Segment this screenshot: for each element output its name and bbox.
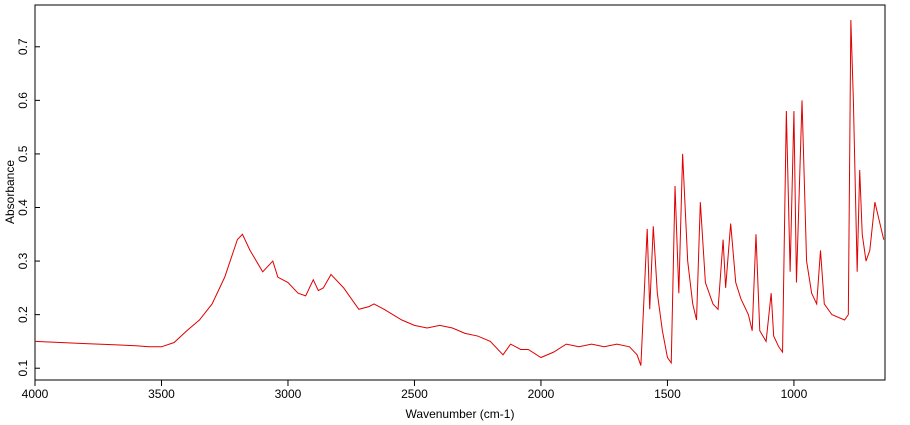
y-tick-label: 0.2 (16, 306, 30, 323)
x-axis-label: Wavenumber (cm-1) (406, 407, 515, 421)
y-axis-label: Absorbance (3, 160, 17, 224)
plot-frame (34, 4, 886, 381)
spectrum-line (34, 19, 885, 366)
x-tick-label: 3500 (148, 387, 175, 401)
x-tick-label: 4000 (22, 387, 49, 401)
y-tick-label: 0.4 (16, 199, 30, 216)
y-tick-label: 0.7 (16, 38, 30, 55)
x-tick-label: 2000 (528, 387, 555, 401)
x-tick-label: 1000 (781, 387, 808, 401)
x-tick-label: 2500 (401, 387, 428, 401)
y-tick-label: 0.3 (16, 252, 30, 269)
y-tick-label: 0.6 (16, 92, 30, 109)
x-tick-label: 3000 (275, 387, 302, 401)
y-tick-label: 0.5 (16, 145, 30, 162)
y-tick-label: 0.1 (16, 360, 30, 377)
x-tick-label: 1500 (654, 387, 681, 401)
